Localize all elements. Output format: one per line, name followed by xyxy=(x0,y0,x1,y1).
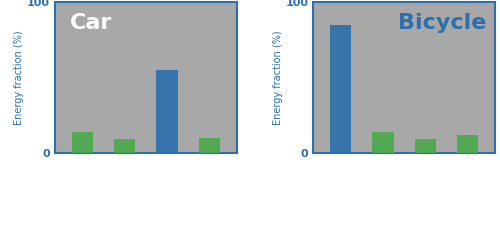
Bar xyxy=(330,25,351,153)
Y-axis label: Energy fraction (%): Energy fraction (%) xyxy=(14,30,24,125)
Bar xyxy=(414,140,436,153)
Bar xyxy=(156,70,178,153)
Y-axis label: Energy fraction (%): Energy fraction (%) xyxy=(272,30,282,125)
Text: Bicycle: Bicycle xyxy=(398,13,486,33)
Bar xyxy=(372,132,394,153)
Bar xyxy=(199,138,220,153)
Text: Car: Car xyxy=(70,13,112,33)
Bar xyxy=(457,135,478,153)
Bar xyxy=(72,132,93,153)
Bar xyxy=(114,140,136,153)
